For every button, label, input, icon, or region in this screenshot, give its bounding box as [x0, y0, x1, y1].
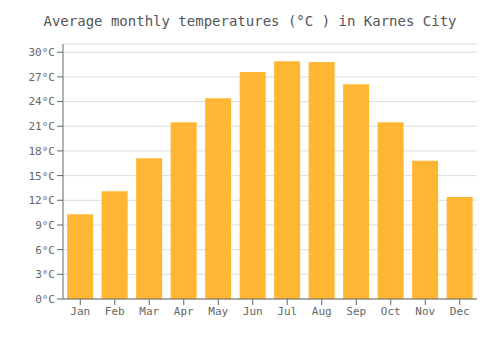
html-text:Average monthly temperatures (: Average monthly temperatures (°C ) in Ka…: [43, 13, 457, 29]
svg-text:18°C: 18°C: [29, 145, 56, 158]
svg-text:Jul: Jul: [277, 305, 297, 318]
svg-text:Dec: Dec: [450, 305, 470, 318]
svg-text:Feb: Feb: [105, 305, 125, 318]
svg-text:Sep: Sep: [346, 305, 366, 318]
svg-text:24°C: 24°C: [29, 95, 56, 108]
svg-text:6°C: 6°C: [35, 244, 55, 257]
svg-text:27°C: 27°C: [29, 71, 56, 84]
svg-text:May: May: [208, 305, 228, 318]
svg-text:0°C: 0°C: [35, 293, 55, 306]
svg-text:Nov: Nov: [415, 305, 435, 318]
svg-text:9°C: 9°C: [35, 219, 55, 232]
svg-text:Jan: Jan: [70, 305, 90, 318]
svg-text:30°C: 30°C: [29, 46, 56, 59]
svg-text:Aug: Aug: [312, 305, 332, 318]
svg-text:Apr: Apr: [174, 305, 194, 318]
svg-text:21°C: 21°C: [29, 120, 56, 133]
svg-text:3°C: 3°C: [35, 268, 55, 281]
svg-text:12°C: 12°C: [29, 194, 56, 207]
svg-text:Jun: Jun: [243, 305, 263, 318]
svg-text:Mar: Mar: [139, 305, 159, 318]
svg-text:15°C: 15°C: [29, 170, 56, 183]
svg-text:Oct: Oct: [381, 305, 401, 318]
